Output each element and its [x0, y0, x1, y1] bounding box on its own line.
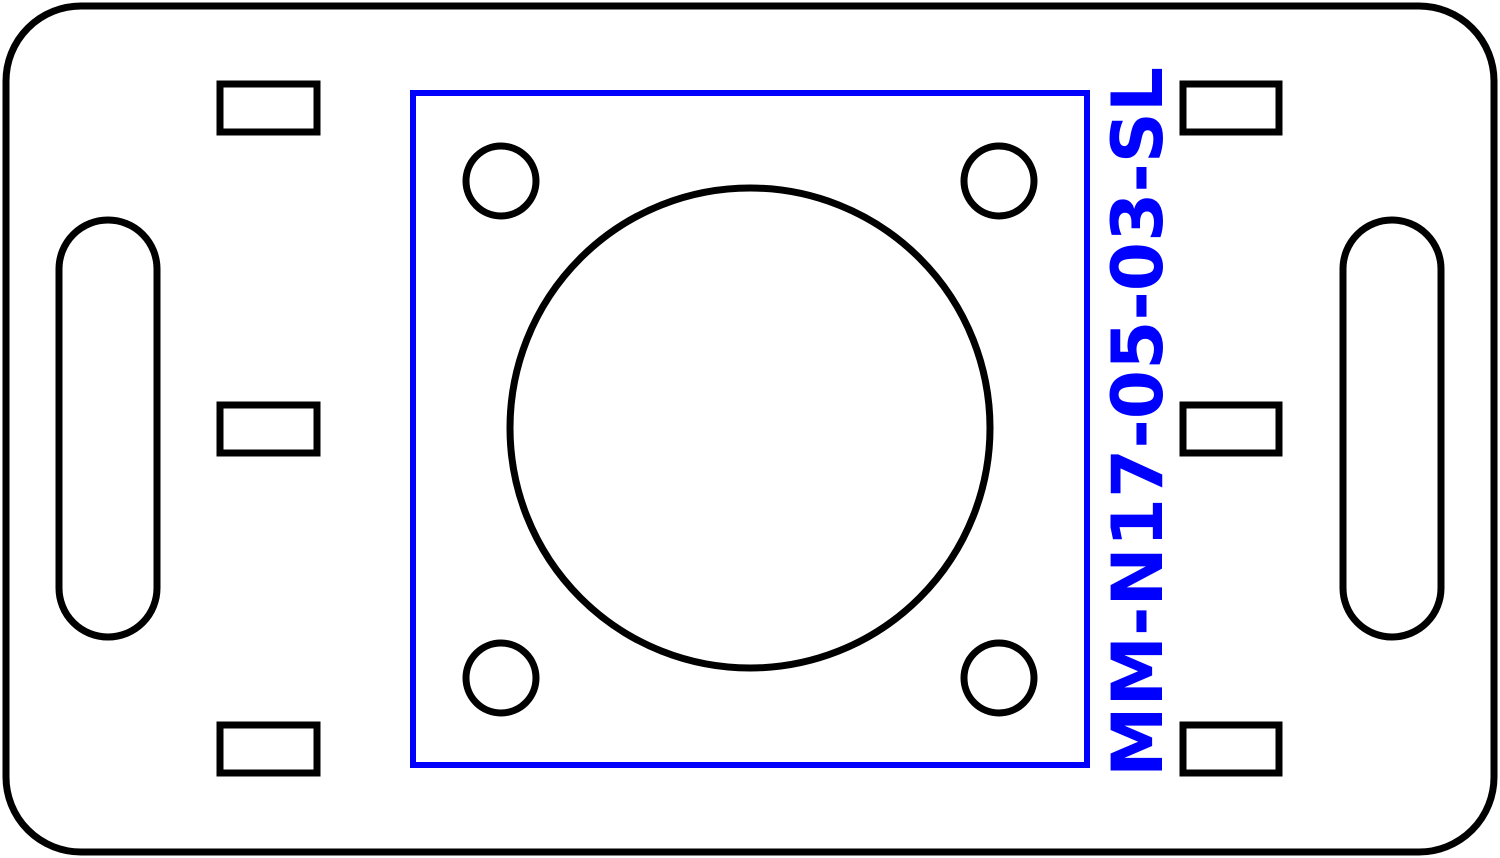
right-slot	[1339, 216, 1445, 641]
mounting-hole-top-right	[960, 142, 1038, 220]
left-top-cutout	[216, 80, 321, 136]
mounting-hole-top-left	[462, 142, 540, 220]
mounting-hole-bottom-right	[960, 639, 1038, 717]
left-bottom-cutout	[216, 721, 321, 777]
center-bore	[506, 184, 994, 672]
part-number-label: MM-N17-05-03-SL	[1097, 67, 1179, 777]
mounting-hole-bottom-left	[462, 639, 540, 717]
motor-footprint	[410, 90, 1090, 768]
right-bottom-cutout	[1179, 721, 1283, 777]
right-top-cutout	[1179, 80, 1283, 136]
right-middle-cutout	[1179, 401, 1283, 457]
left-middle-cutout	[216, 401, 321, 457]
left-slot	[55, 216, 161, 641]
